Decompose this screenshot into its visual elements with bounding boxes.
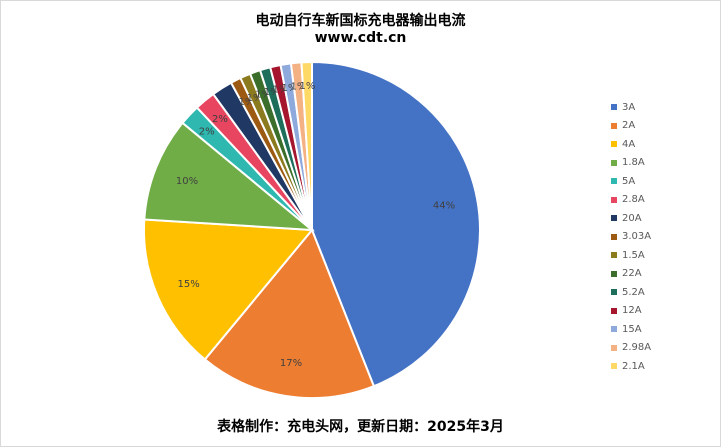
legend-swatch xyxy=(611,104,617,111)
legend-label: 22A xyxy=(622,268,642,280)
legend-swatch xyxy=(611,122,617,129)
legend-item-1.8A: 1.8A xyxy=(611,154,651,173)
legend-swatch xyxy=(611,307,617,314)
data-label-5.2A: 1% xyxy=(264,87,280,98)
pie-slice-4A xyxy=(143,218,315,361)
legend-label: 5A xyxy=(622,175,636,187)
legend-label: 2.1A xyxy=(622,360,645,372)
legend-item-2.98A: 2.98A xyxy=(611,339,651,358)
legend-label: 1.5A xyxy=(622,249,645,261)
chart-title: 电动自行车新国标充电器输出电流 xyxy=(255,13,466,29)
legend-item-1.5A: 1.5A xyxy=(611,246,651,265)
data-label-3.03A: 1% xyxy=(238,97,254,108)
legend-swatch xyxy=(611,252,617,259)
legend-label: 3.03A xyxy=(622,231,652,243)
data-label-4A: 15% xyxy=(178,279,200,290)
legend-item-4A: 4A xyxy=(611,135,651,154)
legend-swatch xyxy=(611,270,617,277)
legend-label: 15A xyxy=(622,323,642,335)
legend-label: 4A xyxy=(622,138,636,150)
legend-item-3A: 3A xyxy=(611,98,651,117)
legend-item-2.8A: 2.8A xyxy=(611,191,651,210)
data-label-12A: 1% xyxy=(273,84,289,95)
legend-swatch xyxy=(611,196,617,203)
legend-item-22A: 22A xyxy=(611,265,651,284)
legend-label: 1.8A xyxy=(622,157,645,169)
data-label-1.5A: 1% xyxy=(247,93,263,104)
legend-item-5A: 5A xyxy=(611,172,651,191)
data-label-2.8A: 2% xyxy=(212,114,228,125)
legend-swatch xyxy=(611,178,617,185)
legend-swatch xyxy=(611,344,617,351)
pie-slice-1.8A xyxy=(143,121,316,232)
pie-slice-2.1A xyxy=(300,60,313,231)
data-label-2.98A: 1% xyxy=(290,82,306,93)
legend-swatch xyxy=(611,141,617,148)
legend-item-5.2A: 5.2A xyxy=(611,283,651,302)
legend-label: 2.98A xyxy=(622,342,652,354)
legend-label: 3A xyxy=(622,101,636,113)
legend-label: 20A xyxy=(622,212,642,224)
legend-swatch xyxy=(611,363,617,370)
chart-subtitle: www.cdt.cn xyxy=(314,30,407,46)
data-label-1.8A: 10% xyxy=(176,176,198,187)
legend-swatch xyxy=(611,233,617,240)
legend-item-2A: 2A xyxy=(611,117,651,136)
data-label-22A: 1% xyxy=(255,90,271,101)
data-label-2A: 17% xyxy=(280,358,302,369)
chart-footer: 表格制作：充电头网，更新日期：2025年3月 xyxy=(217,419,504,435)
legend-swatch xyxy=(611,159,617,166)
legend-label: 5.2A xyxy=(622,286,645,298)
legend-label: 2A xyxy=(622,120,636,132)
data-label-3A: 44% xyxy=(433,200,455,211)
legend-swatch xyxy=(611,326,617,333)
data-label-5A: 2% xyxy=(199,127,215,138)
legend-label: 12A xyxy=(622,305,642,317)
chart-legend: 3A 2A 4A 1.8A 5A 2.8A 20A 3.03A 1.5A 22A 5.2A 12A 15… xyxy=(611,98,651,376)
data-label-2.1A: 1% xyxy=(300,81,316,92)
legend-item-20A: 20A xyxy=(611,209,651,228)
legend-item-12A: 12A xyxy=(611,302,651,321)
legend-label: 2.8A xyxy=(622,194,645,206)
data-label-15A: 1% xyxy=(281,83,297,94)
legend-item-2.1A: 2.1A xyxy=(611,357,651,376)
pie-slice-3A xyxy=(311,60,481,388)
legend-item-15A: 15A xyxy=(611,320,651,339)
pie-slice-2A xyxy=(203,228,376,399)
legend-swatch xyxy=(611,289,617,296)
legend-item-3.03A: 3.03A xyxy=(611,228,651,247)
legend-swatch xyxy=(611,215,617,222)
